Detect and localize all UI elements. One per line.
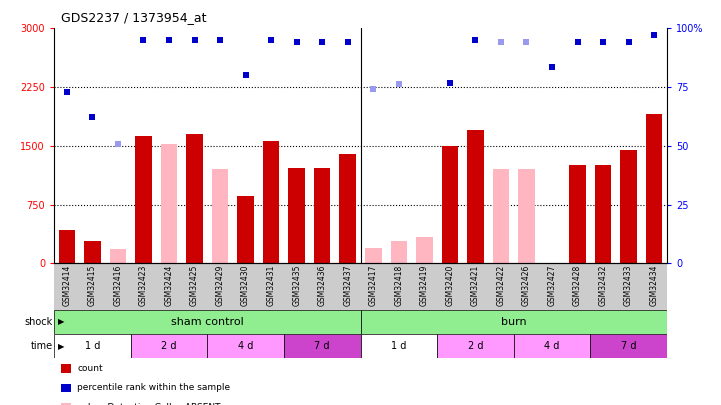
Point [648, 31, 660, 38]
Bar [54, 334, 131, 358]
Text: 4 d: 4 d [238, 341, 253, 351]
Bar [284, 334, 360, 358]
Point [547, 64, 558, 71]
Bar [54, 310, 360, 334]
Text: ▶: ▶ [58, 318, 64, 326]
Text: time: time [30, 341, 53, 351]
Bar [365, 247, 381, 263]
Point [597, 39, 609, 46]
Point [240, 72, 252, 79]
Bar [314, 168, 330, 263]
Point [265, 37, 277, 43]
Text: ▶: ▶ [58, 342, 64, 351]
Text: burn: burn [501, 317, 526, 327]
Point [572, 39, 583, 46]
Text: count: count [77, 364, 103, 373]
Text: 4 d: 4 d [544, 341, 559, 351]
Point [163, 37, 174, 43]
Bar [161, 144, 177, 263]
Bar [620, 151, 637, 263]
Bar [110, 249, 126, 263]
Point [444, 80, 456, 86]
Text: 1 d: 1 d [84, 341, 100, 351]
Point [393, 81, 404, 87]
Bar [84, 241, 101, 263]
Point [138, 37, 149, 43]
Text: percentile rank within the sample: percentile rank within the sample [77, 384, 230, 392]
Point [368, 86, 379, 93]
Bar [360, 310, 667, 334]
Bar [437, 334, 513, 358]
Point [291, 39, 302, 46]
Text: 7 d: 7 d [314, 341, 330, 351]
Bar [492, 169, 509, 263]
Point [342, 39, 353, 46]
Point [623, 39, 634, 46]
Point [87, 113, 98, 120]
Bar [514, 334, 590, 358]
Bar [360, 334, 437, 358]
Bar [237, 196, 254, 263]
Text: 7 d: 7 d [621, 341, 637, 351]
Bar [135, 136, 151, 263]
Point [469, 37, 481, 43]
Text: 2 d: 2 d [468, 341, 483, 351]
Point [214, 37, 226, 43]
Text: sham control: sham control [171, 317, 244, 327]
Text: 2 d: 2 d [162, 341, 177, 351]
Point [317, 39, 328, 46]
Bar [58, 230, 75, 263]
Bar [391, 241, 407, 263]
Bar [441, 146, 458, 263]
Bar [590, 334, 667, 358]
Bar [518, 169, 535, 263]
Text: value, Detection Call = ABSENT: value, Detection Call = ABSENT [77, 403, 221, 405]
Text: shock: shock [25, 317, 53, 327]
Bar [288, 168, 305, 263]
Bar [595, 165, 611, 263]
Point [112, 141, 124, 147]
Point [61, 89, 73, 95]
Bar [263, 141, 280, 263]
Point [521, 39, 532, 46]
Bar [212, 169, 229, 263]
Bar [467, 130, 484, 263]
Bar [208, 334, 284, 358]
Bar [340, 153, 356, 263]
Bar [131, 334, 208, 358]
Text: 1 d: 1 d [391, 341, 407, 351]
Bar [416, 237, 433, 263]
Point [495, 39, 507, 46]
Bar [570, 165, 586, 263]
Point [189, 37, 200, 43]
Text: GDS2237 / 1373954_at: GDS2237 / 1373954_at [61, 11, 207, 24]
Bar [186, 134, 203, 263]
Bar [646, 115, 663, 263]
